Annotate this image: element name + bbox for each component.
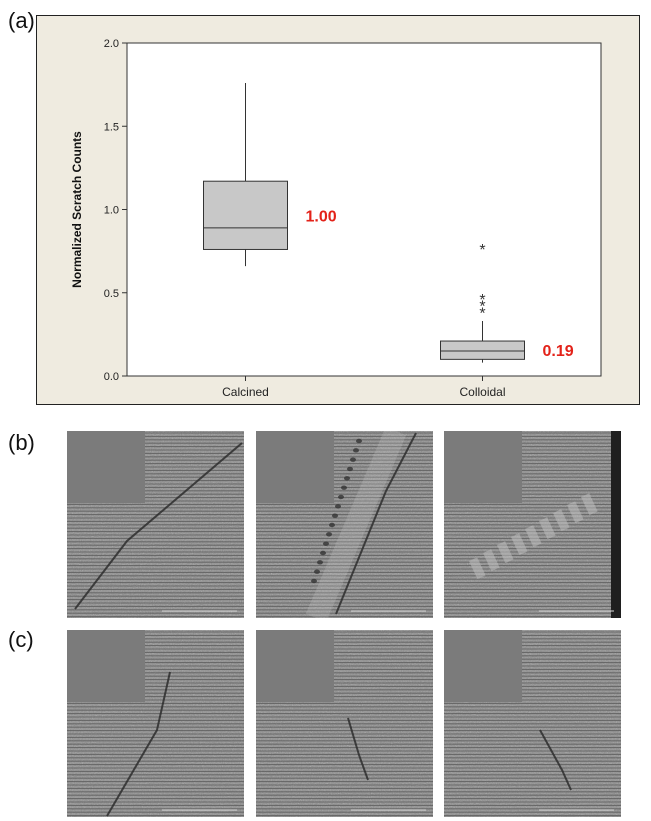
chatter-mark [567,501,584,524]
inset-box [67,431,145,503]
scratch-mark [106,671,171,817]
defect-dot [314,569,320,574]
chatter-mark [525,525,542,548]
micrograph-image [444,630,621,817]
micrograph-c3 [444,630,621,817]
y-tick-label: 2.0 [104,38,119,50]
defect-dot [332,513,338,518]
micrograph-image [444,431,621,618]
outlier-point: * [479,305,485,322]
defect-dot [323,541,329,546]
x-tick-label: Colloidal [459,385,505,399]
micrograph-image [256,431,433,618]
defect-dot [347,466,353,472]
chatter-mark [553,509,570,532]
x-tick-label: Calcined [222,385,269,399]
inset-box [67,630,145,702]
defect-dot [335,504,341,509]
box [203,180,288,250]
track-lines [67,631,244,817]
outlier-point: * [479,299,485,316]
defect-dot [320,550,326,556]
panel-label-a: (a) [8,8,35,33]
defect-dot [344,476,350,481]
defect-dot [353,448,359,453]
chatter-mark [539,517,556,540]
scratch-mark [347,717,369,781]
scratch-mark [335,432,417,615]
micrograph-c1 [67,630,244,817]
plot-area [126,42,602,377]
y-axis-label: Normalized Scratch Counts [70,131,84,288]
chatter-mark [497,541,514,564]
micrograph-b2 [256,431,433,618]
defect-dot [329,522,335,528]
chatter-mark [483,549,500,572]
inset-box [444,630,522,702]
y-tick-label: 0.0 [104,371,119,383]
chatter-mark [469,557,486,580]
y-tick-label: 1.0 [104,205,119,217]
micrograph-b1 [67,431,244,618]
defect-dot [317,560,323,565]
inset-box [256,630,334,702]
box [440,340,525,360]
scratch-mark [539,729,572,791]
mean-annotation: 1.00 [306,208,337,225]
panel-label-b: (b) [8,430,35,455]
panel-label-c: (c) [8,627,34,652]
chatter-mark [511,533,528,556]
inset-box [444,431,522,503]
scratch-mark [74,442,243,610]
outlier-point: * [479,242,485,259]
chart-frame: 0.0 0.5 1.0 1.5 2.0 Normalized Scratch Counts… [36,15,640,405]
defect-dot [350,457,356,462]
defect-dot [311,578,317,584]
defect-dot [356,438,362,444]
outlier-point: * [479,292,485,309]
box-plot: 0.0 0.5 1.0 1.5 2.0 Normalized Scratch Counts… [70,38,602,399]
micrograph-image [67,431,244,618]
defect-dot [341,485,347,490]
y-tick-label: 1.5 [104,121,119,133]
defect-dot [326,532,332,537]
micrograph-image [256,630,433,817]
defect-dot [338,494,344,500]
micrograph-image [67,630,244,817]
dark-edge [611,431,621,618]
chatter-mark [581,493,598,516]
mean-annotation: 0.19 [543,343,574,360]
micrograph-b3 [444,431,621,618]
inset-box [256,431,334,503]
micrograph-c2 [256,630,433,817]
y-tick-label: 0.5 [104,288,119,300]
